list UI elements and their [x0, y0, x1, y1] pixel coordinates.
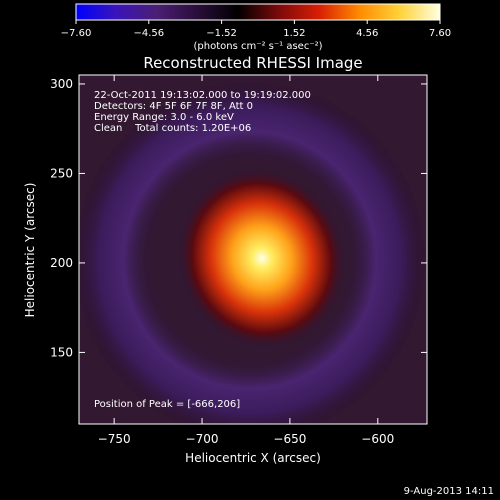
y-tick-label: 250 [50, 166, 73, 180]
peak-source [176, 167, 347, 350]
colorbar-unit-label: (photons cm⁻² s⁻¹ asec⁻²) [193, 41, 322, 52]
x-tick-label: −650 [273, 432, 306, 446]
x-tick-label: −700 [186, 432, 219, 446]
x-axis-ticks: −750 −700 −650 −600 [98, 75, 394, 446]
footer-timestamp: 9-Aug-2013 14:11 [404, 486, 494, 497]
info-line-counts: Clean Total counts: 1.20E+06 [94, 123, 251, 134]
x-tick-label: −750 [98, 432, 131, 446]
info-line-detectors: Detectors: 4F 5F 6F 7F 8F, Att 0 [94, 101, 253, 112]
info-block: 22-Oct-2011 19:13:02.000 to 19:19:02.000… [94, 90, 311, 134]
plot-area: −750 −700 −650 −600 150 200 250 300 22-Oct-201… [50, 74, 428, 446]
y-tick-label: 300 [50, 77, 73, 91]
colorbar-tick-label: 4.56 [356, 28, 378, 39]
colorbar-tick-label: 1.52 [283, 28, 305, 39]
colorbar: −7.60 −4.56 −1.52 1.52 4.56 7.60 (photons cm⁻… [61, 3, 451, 52]
image-layer [79, 75, 427, 424]
info-line-time: 22-Oct-2011 19:13:02.000 to 19:19:02.000 [94, 90, 311, 101]
y-tick-label: 150 [50, 345, 73, 359]
info-line-energy: Energy Range: 3.0 - 6.0 keV [94, 112, 234, 123]
peak-position-label: Position of Peak = [-666,206] [94, 399, 240, 410]
y-axis-label: Heliocentric Y (arcsec) [23, 183, 37, 318]
colorbar-tick-label: 7.60 [429, 28, 451, 39]
y-axis-ticks: 150 200 250 300 [50, 77, 427, 359]
x-axis-label: Heliocentric X (arcsec) [185, 451, 321, 465]
colorbar-ticks: −7.60 −4.56 −1.52 1.52 4.56 7.60 [61, 20, 451, 39]
colorbar-tick-label: −1.52 [206, 28, 237, 39]
chart-title: Reconstructed RHESSI Image [143, 54, 362, 72]
colorbar-tick-label: −4.56 [133, 28, 164, 39]
x-tick-label: −600 [361, 432, 394, 446]
colorbar-bar [75, 3, 441, 21]
y-tick-label: 200 [50, 256, 73, 270]
colorbar-tick-label: −7.60 [61, 28, 92, 39]
plot-frame [78, 74, 428, 425]
